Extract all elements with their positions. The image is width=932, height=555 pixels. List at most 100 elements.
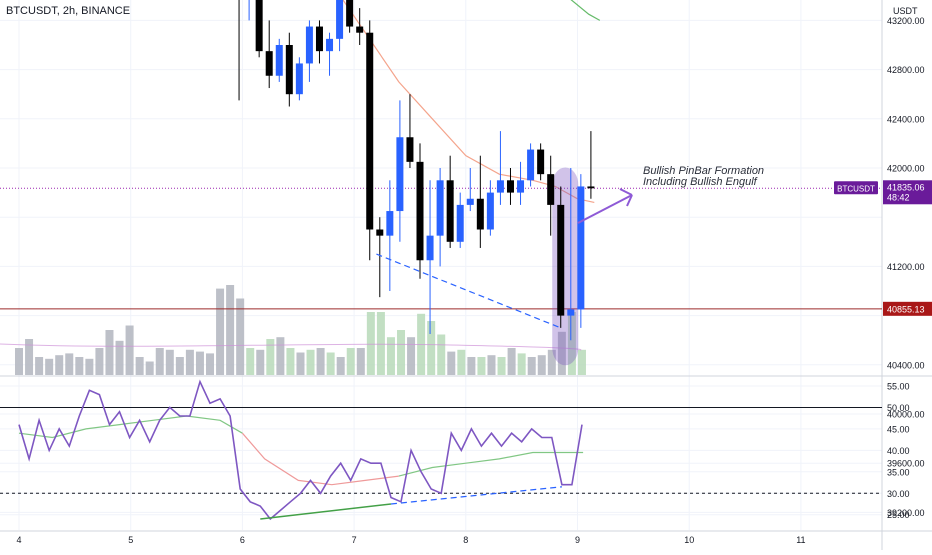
candle-body bbox=[386, 211, 394, 236]
candle-body bbox=[255, 0, 263, 52]
price-tick-label: 42800.00 bbox=[887, 65, 925, 75]
volume-bar bbox=[356, 348, 365, 375]
candle-body bbox=[346, 0, 354, 27]
ma-slow-line bbox=[570, 0, 601, 21]
candle-body bbox=[527, 149, 535, 181]
volume-bar bbox=[316, 348, 325, 375]
volume-bar bbox=[266, 339, 275, 375]
volume-bar bbox=[185, 349, 194, 375]
annotation-line-2: Including Bullish Engulf bbox=[643, 176, 757, 188]
countdown-label: 48:42 bbox=[887, 192, 910, 202]
volume-bar bbox=[346, 348, 355, 375]
time-tick-label: 8 bbox=[463, 535, 468, 545]
candle-body bbox=[315, 26, 323, 52]
volume-bar bbox=[306, 349, 315, 375]
rsi-line bbox=[18, 379, 583, 521]
candle-body bbox=[517, 180, 525, 193]
candle-body bbox=[265, 51, 273, 76]
candle-body bbox=[456, 204, 464, 242]
volume-bar bbox=[35, 357, 44, 375]
candle-body bbox=[396, 137, 404, 212]
volume-bar bbox=[577, 349, 586, 375]
price-tick-label: 41200.00 bbox=[887, 262, 925, 272]
time-tick-label: 10 bbox=[684, 535, 694, 545]
volume-bar bbox=[326, 352, 335, 375]
volume-bar bbox=[25, 339, 34, 375]
volume-bar bbox=[15, 348, 23, 375]
time-tick-label: 5 bbox=[128, 535, 133, 545]
time-tick-label: 7 bbox=[352, 535, 357, 545]
time-tick-label: 4 bbox=[16, 535, 21, 545]
candle-body bbox=[486, 192, 494, 230]
volume-bar bbox=[85, 358, 94, 375]
candle-body bbox=[506, 180, 514, 193]
candle-body bbox=[356, 26, 364, 33]
price-tick-label: 40000.00 bbox=[887, 410, 925, 420]
volume-bar bbox=[397, 330, 406, 375]
volume-bar bbox=[246, 348, 255, 375]
candle-body bbox=[567, 309, 575, 316]
rsi-divergence-solid bbox=[260, 503, 392, 520]
candle-body bbox=[577, 186, 585, 310]
volume-bar bbox=[75, 357, 84, 375]
volume-bar bbox=[45, 358, 54, 375]
volume-bar bbox=[55, 355, 64, 375]
volume-bar bbox=[497, 357, 506, 375]
currency-label: USDT bbox=[893, 6, 918, 16]
rsi-tick-label: 45.00 bbox=[887, 424, 910, 434]
candle-body bbox=[466, 198, 474, 205]
candle-body bbox=[376, 229, 384, 236]
time-tick-label: 6 bbox=[240, 535, 245, 545]
volume-bar bbox=[165, 349, 174, 375]
candle-body bbox=[366, 32, 374, 230]
volume-bar bbox=[95, 348, 104, 375]
volume-bar bbox=[105, 330, 114, 375]
candle-body bbox=[426, 235, 434, 261]
volume-bar bbox=[407, 337, 416, 375]
volume-bar bbox=[155, 348, 164, 375]
price-tick-label: 39200.00 bbox=[887, 508, 925, 518]
volume-bar bbox=[527, 357, 536, 375]
volume-bar bbox=[286, 348, 295, 375]
rsi-tick-label: 50.00 bbox=[887, 403, 910, 413]
volume-bar bbox=[195, 351, 204, 375]
rsi-tick-label: 55.00 bbox=[887, 382, 910, 392]
candle-body bbox=[326, 38, 334, 52]
volume-bar bbox=[206, 353, 215, 375]
volume-bar bbox=[427, 321, 436, 375]
volume-bar bbox=[376, 312, 385, 375]
rsi-tick-label: 25.00 bbox=[887, 510, 910, 520]
volume-bar bbox=[437, 334, 446, 375]
candle-body bbox=[557, 204, 565, 316]
volume-bar bbox=[256, 349, 265, 375]
volume-bar bbox=[507, 348, 516, 375]
volume-bar bbox=[276, 337, 285, 375]
volume-bar bbox=[296, 352, 305, 375]
candle-body bbox=[436, 180, 444, 236]
volume-bar bbox=[467, 357, 476, 375]
time-tick-label: 11 bbox=[796, 535, 805, 545]
volume-bar bbox=[115, 340, 124, 375]
candle-body bbox=[336, 0, 344, 39]
symbol-title: BTCUSDT, 2h, BINANCE bbox=[6, 5, 131, 17]
rsi-divergence-dashed bbox=[390, 486, 562, 505]
pinbar-highlight bbox=[552, 167, 579, 366]
symbol-badge-text: BTCUSDT bbox=[837, 184, 875, 193]
volume-bar bbox=[65, 353, 74, 375]
volume-bar bbox=[336, 357, 345, 375]
candle-body bbox=[496, 180, 504, 193]
rsi-tick-label: 40.00 bbox=[887, 446, 910, 456]
volume-bar bbox=[175, 357, 184, 375]
arrow-shaft bbox=[577, 194, 633, 224]
candle-body bbox=[416, 161, 424, 261]
volume-bar bbox=[517, 353, 526, 375]
volume-bar bbox=[537, 355, 546, 375]
current-price-label: 41835.06 bbox=[887, 182, 925, 192]
rsi-ma-line-fade bbox=[241, 432, 399, 486]
volume-bar bbox=[366, 312, 375, 375]
annotation-text: Bullish PinBar Formation Including Bulli… bbox=[643, 166, 764, 188]
support-price-badge bbox=[883, 301, 932, 316]
volume-bar bbox=[386, 337, 395, 375]
